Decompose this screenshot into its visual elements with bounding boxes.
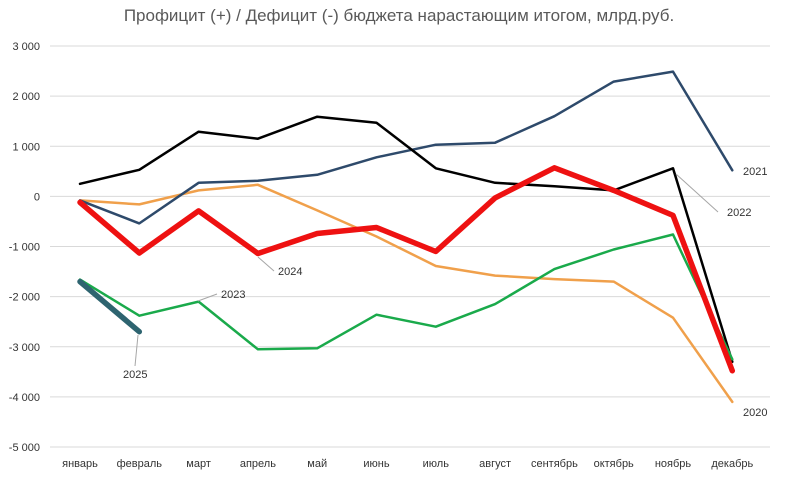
series-label-2022: 2022 xyxy=(727,207,751,219)
x-tick-label: май xyxy=(307,458,327,470)
label-leader-line xyxy=(675,173,719,213)
x-tick-label: апрель xyxy=(240,458,276,470)
x-tick-label: июль xyxy=(423,458,450,470)
series-line-2024 xyxy=(77,165,736,374)
chart-title: Профицит (+) / Дефицит (-) бюджета нарас… xyxy=(123,6,675,25)
label-leader-line xyxy=(197,293,218,302)
series-label-2025: 2025 xyxy=(123,369,147,381)
series-line-2025 xyxy=(77,278,143,335)
series-line-2023 xyxy=(78,233,734,361)
x-tick-label: январь xyxy=(62,458,98,470)
label-leader-line xyxy=(257,256,275,272)
y-tick-label: 0 xyxy=(34,191,40,203)
y-tick-label: 2 000 xyxy=(12,91,40,103)
series-line-2020 xyxy=(78,183,734,404)
x-tick-label: ноябрь xyxy=(655,458,692,470)
y-tick-label: 1 000 xyxy=(12,141,40,153)
series-label-2020: 2020 xyxy=(743,407,767,419)
series-line-2022 xyxy=(78,115,734,364)
y-tick-label: 3 000 xyxy=(12,41,40,53)
y-tick-label: -1 000 xyxy=(9,242,40,254)
x-tick-label: август xyxy=(479,458,511,470)
x-tick-label: март xyxy=(186,458,211,470)
series-label-2024: 2024 xyxy=(278,266,302,278)
y-tick-label: -2 000 xyxy=(9,292,40,304)
x-tick-label: октябрь xyxy=(594,458,634,470)
series-label-2023: 2023 xyxy=(221,289,245,301)
x-tick-label: июнь xyxy=(363,458,389,470)
y-tick-label: -4 000 xyxy=(9,392,40,404)
x-tick-label: сентябрь xyxy=(531,458,578,470)
label-leader-line xyxy=(134,334,139,367)
x-tick-label: декабрь xyxy=(711,458,753,470)
y-tick-label: -5 000 xyxy=(9,442,40,454)
series-line-2021 xyxy=(78,70,734,225)
series-label-2021: 2021 xyxy=(743,166,767,178)
y-tick-label: -3 000 xyxy=(9,342,40,354)
x-tick-label: февраль xyxy=(117,458,163,470)
